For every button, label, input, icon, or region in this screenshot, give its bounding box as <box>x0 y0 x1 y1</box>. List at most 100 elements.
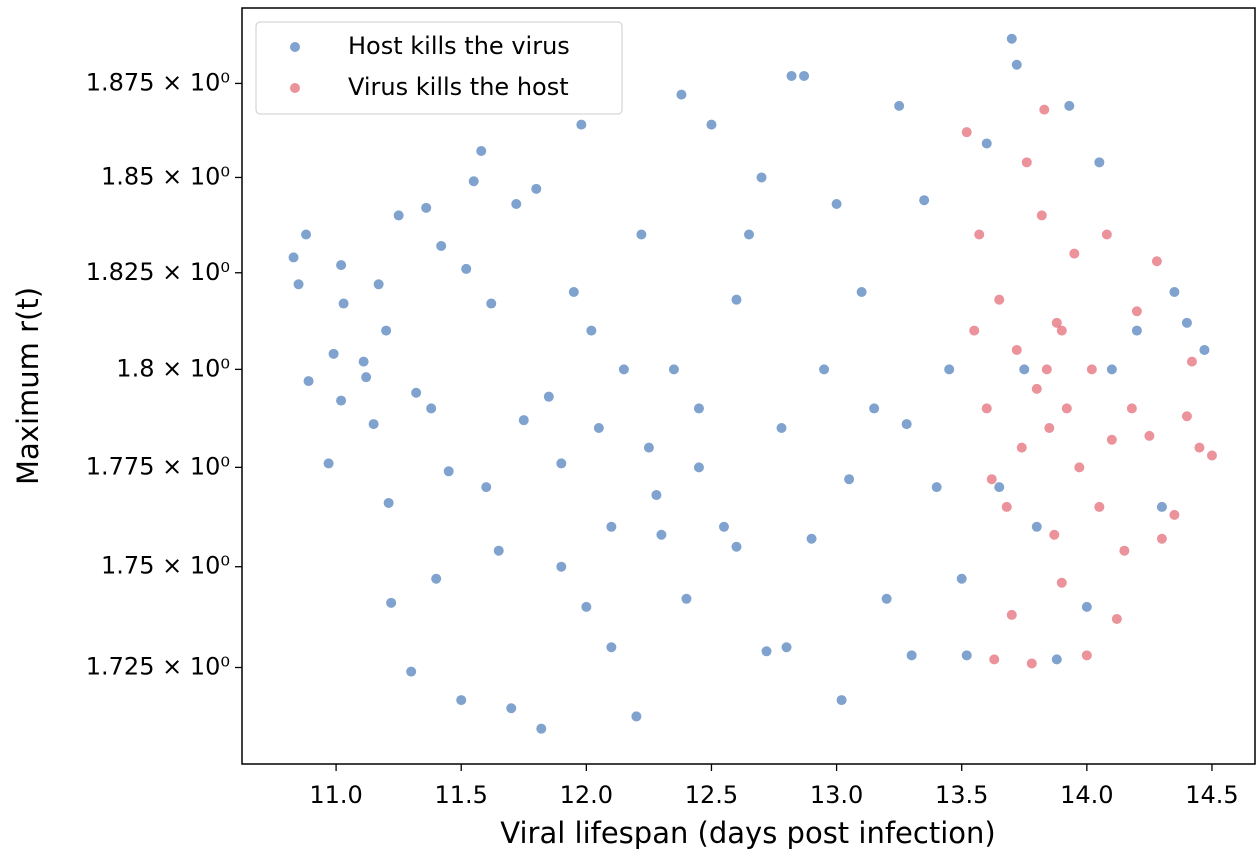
point <box>1081 650 1092 661</box>
point <box>744 229 755 240</box>
point <box>536 723 547 734</box>
point <box>336 395 347 406</box>
point <box>426 403 437 414</box>
point <box>338 298 349 309</box>
point <box>1199 344 1210 355</box>
point <box>381 325 392 336</box>
plot-frame <box>241 7 1256 765</box>
point <box>944 364 955 375</box>
x-axis-label: Viral lifespan (days post infection) <box>500 816 995 850</box>
point <box>1111 613 1122 624</box>
point <box>836 695 847 706</box>
point <box>806 533 817 544</box>
point <box>1169 286 1180 297</box>
point <box>901 419 912 430</box>
point <box>1206 450 1217 461</box>
point <box>1144 430 1155 441</box>
point <box>1081 601 1092 612</box>
point <box>1094 501 1105 512</box>
point <box>894 100 905 111</box>
point <box>328 348 339 359</box>
point <box>1041 364 1052 375</box>
point <box>799 70 810 81</box>
point <box>443 466 454 477</box>
point <box>618 364 629 375</box>
point <box>1074 462 1085 473</box>
point <box>1106 364 1117 375</box>
point <box>406 666 417 677</box>
point <box>368 419 379 430</box>
y-tick-label: 1.8 × 10⁰ <box>116 354 230 382</box>
point <box>681 593 692 604</box>
point <box>1186 356 1197 367</box>
point <box>989 654 1000 665</box>
point <box>693 462 704 473</box>
point <box>323 458 334 469</box>
point <box>731 294 742 305</box>
point <box>511 199 522 210</box>
point <box>1049 529 1060 540</box>
point <box>831 199 842 210</box>
point <box>631 711 642 722</box>
point <box>568 286 579 297</box>
point <box>506 703 517 714</box>
point <box>1061 403 1072 414</box>
point <box>1019 364 1030 375</box>
point <box>1026 658 1037 669</box>
y-tick-label: 1.825 × 10⁰ <box>86 258 230 286</box>
point <box>651 490 662 501</box>
point <box>1016 442 1027 453</box>
point <box>481 482 492 493</box>
point <box>961 127 972 138</box>
point <box>668 364 679 375</box>
point <box>781 642 792 653</box>
point <box>373 279 384 290</box>
x-tick-label: 12.0 <box>560 781 613 809</box>
point <box>606 642 617 653</box>
point <box>358 356 369 367</box>
point <box>869 403 880 414</box>
legend-box <box>255 21 623 115</box>
point <box>1126 403 1137 414</box>
point <box>881 593 892 604</box>
point <box>493 545 504 556</box>
point <box>301 229 312 240</box>
point <box>586 325 597 336</box>
point <box>906 650 917 661</box>
point <box>1169 509 1180 520</box>
point <box>531 183 542 194</box>
point <box>1069 248 1080 259</box>
point <box>303 376 314 387</box>
point <box>786 70 797 81</box>
point <box>1051 317 1062 328</box>
point <box>1031 383 1042 394</box>
point <box>1011 59 1022 70</box>
point <box>776 423 787 434</box>
point <box>386 597 397 608</box>
point <box>1101 229 1112 240</box>
point <box>931 482 942 493</box>
point <box>1094 157 1105 168</box>
point <box>1039 104 1050 115</box>
point <box>1056 325 1067 336</box>
x-tick-label: 12.5 <box>685 781 738 809</box>
point <box>1064 100 1075 111</box>
point <box>1181 411 1192 422</box>
point <box>819 364 830 375</box>
point <box>518 415 529 426</box>
point <box>961 650 972 661</box>
point <box>761 646 772 657</box>
point <box>1119 545 1130 556</box>
point <box>1001 501 1012 512</box>
point <box>731 541 742 552</box>
point <box>593 423 604 434</box>
point <box>468 176 479 187</box>
point <box>1006 33 1017 44</box>
y-tick-label: 1.85 × 10⁰ <box>101 162 230 190</box>
y-tick-label: 1.725 × 10⁰ <box>86 653 230 681</box>
point <box>431 573 442 584</box>
point <box>706 119 717 130</box>
point <box>1006 609 1017 620</box>
legend-marker <box>290 83 300 93</box>
